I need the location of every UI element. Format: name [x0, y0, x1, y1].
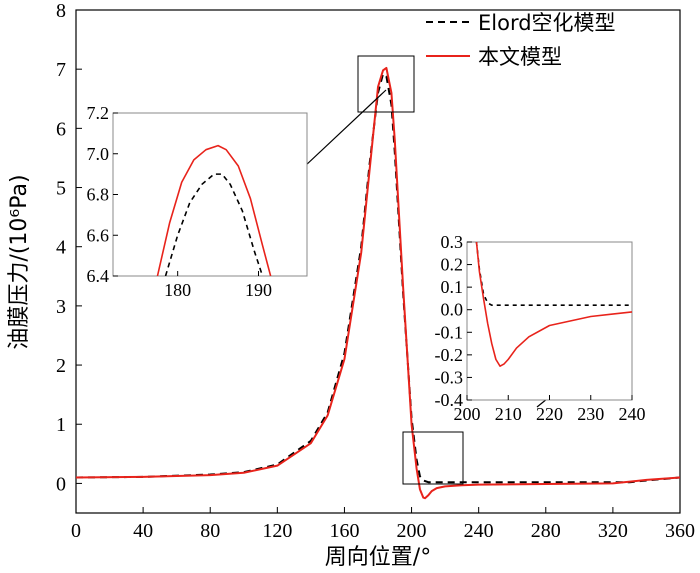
- x-tick-label: 230: [577, 404, 604, 424]
- y-tick-label: 7.2: [87, 103, 110, 123]
- x-tick-label: 320: [598, 520, 628, 542]
- y-tick-label: -0.3: [435, 367, 464, 387]
- legend-label-model: 本文模型: [478, 45, 562, 69]
- x-tick-label: 360: [665, 520, 695, 542]
- y-tick-label: 3: [56, 296, 66, 318]
- x-tick-label: 200: [454, 404, 481, 424]
- x-tick-label: 210: [495, 404, 522, 424]
- series-line-model: [76, 66, 680, 500]
- zoom-box-peak: [357, 55, 415, 113]
- main-plot-frame: [75, 9, 681, 514]
- y-tick-label: 5: [56, 178, 66, 200]
- main-series: [76, 66, 680, 500]
- y-tick-label: -0.4: [435, 390, 464, 410]
- y-tick-label: 8: [56, 0, 66, 22]
- inset-peak-axes: 180 190 6.4 6.6 6.8 7.0 7.2: [87, 103, 273, 300]
- inset-cavitation-frame: [466, 241, 633, 401]
- x-tick-label: 280: [531, 520, 561, 542]
- y-tick-label: 0.3: [441, 232, 464, 252]
- series-line-model: [156, 144, 272, 276]
- y-tick-label: 0.2: [441, 255, 464, 275]
- x-tick-label: 80: [200, 520, 220, 542]
- y-tick-label: 7.0: [87, 144, 110, 164]
- x-tick-label: 190: [245, 280, 272, 300]
- legend: Elord空化模型 本文模型: [426, 11, 616, 69]
- x-tick-label: 180: [164, 280, 191, 300]
- series-line-model: [475, 242, 632, 367]
- y-axis-label: 油膜压力/(10⁶Pa): [7, 174, 32, 349]
- y-tick-label: 6.8: [87, 185, 110, 205]
- x-tick-label: 200: [397, 520, 427, 542]
- series-line-elord: [164, 173, 264, 276]
- y-tick-label: 7: [56, 59, 66, 81]
- y-tick-label: 4: [56, 237, 66, 259]
- x-tick-label: 160: [329, 520, 359, 542]
- y-tick-label: 2: [56, 355, 66, 377]
- x-axis-label: 周向位置/°: [325, 545, 431, 570]
- inset-cavitation-series: [475, 242, 632, 367]
- x-tick-label: 240: [619, 404, 646, 424]
- y-tick-label: -0.1: [435, 322, 464, 342]
- y-tick-label: 6.4: [87, 266, 110, 286]
- y-tick-label: -0.2: [435, 345, 464, 365]
- x-tick-label: 120: [262, 520, 292, 542]
- x-tick-label: 40: [133, 520, 153, 542]
- x-tick-label: 0: [71, 520, 81, 542]
- y-tick-label: 6.6: [87, 225, 110, 245]
- inset-peak-frame: [112, 112, 308, 277]
- y-tick-label: 0.0: [441, 300, 464, 320]
- x-tick-label: 220: [536, 404, 563, 424]
- y-tick-label: 1: [56, 414, 66, 436]
- zoom-box-cavitation: [402, 431, 464, 485]
- y-tick-label: 0.1: [441, 277, 464, 297]
- inset-peak-series: [156, 144, 272, 276]
- y-tick-label: 6: [56, 118, 66, 140]
- x-tick-label: 240: [464, 520, 494, 542]
- inset-cavitation-axes: 200 210 220 230 240 -0.4 -0.3-0.2 -0.10.0 0.10.2…: [435, 232, 646, 424]
- y-tick-label: 0: [56, 473, 66, 495]
- legend-label-elord: Elord空化模型: [478, 11, 616, 35]
- main-axes: 0 40 80 120 160 200 240 280 320 360 0 1 2 3 4 5 6 7 8: [56, 0, 695, 542]
